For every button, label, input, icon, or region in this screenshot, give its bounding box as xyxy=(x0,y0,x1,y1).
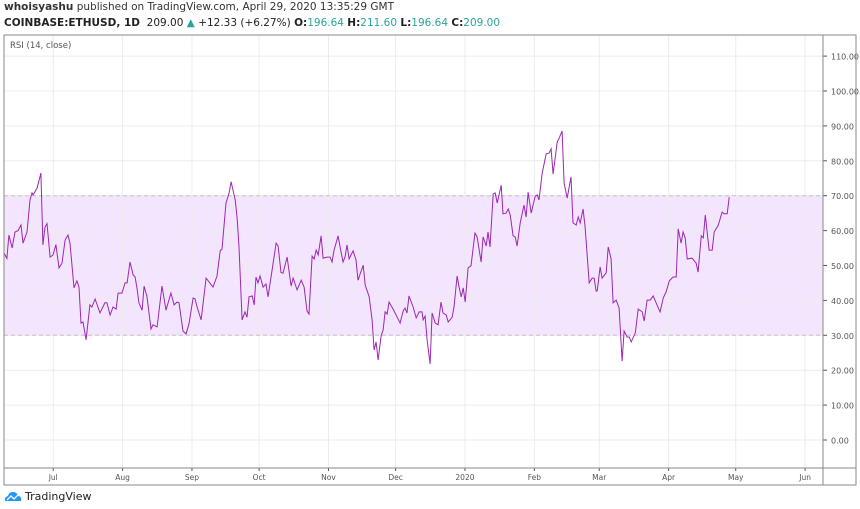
rsi-line xyxy=(3,130,730,364)
x-tick-label-jun: Jun xyxy=(798,473,811,482)
up-arrow-icon: ▲ xyxy=(186,17,195,29)
symbol-name: COINBASE:ETHUSD, 1D xyxy=(4,17,140,29)
y-tick-label: 10.00 xyxy=(831,402,854,411)
x-tick-label-oct: Oct xyxy=(253,473,266,482)
y-tick-label: 30.00 xyxy=(831,332,854,341)
x-tick-label-jul: Jul xyxy=(48,473,58,482)
symbol-legend: COINBASE:ETHUSD, 1D 209.00 ▲ +12.33 (+6.… xyxy=(4,17,500,29)
low-value: 196.64 xyxy=(411,17,449,29)
x-tick-label-mar: Mar xyxy=(592,473,607,482)
y-tick-label: 40.00 xyxy=(831,297,854,306)
y-tick-label: 0.00 xyxy=(831,437,849,446)
cloud-logo-icon xyxy=(4,492,22,501)
author-name[interactable]: whoisyashu xyxy=(4,1,74,13)
brand-name: TradingView xyxy=(25,490,92,503)
x-tick-label-dec: Dec xyxy=(388,473,403,482)
close-label: C: xyxy=(451,17,464,29)
y-tick-label: 110.00 xyxy=(831,53,859,62)
open-value: 196.64 xyxy=(307,17,344,29)
y-tick-label: 90.00 xyxy=(831,122,854,131)
y-tick-label: 70.00 xyxy=(831,192,854,201)
price-change: +12.33 (+6.27%) xyxy=(198,17,291,29)
open-label: O: xyxy=(294,17,308,29)
chart-frame xyxy=(3,34,857,486)
publish-info: whoisyashu published on TradingView.com,… xyxy=(4,1,394,13)
x-tick-label-may: May xyxy=(728,473,744,482)
low-label: L: xyxy=(400,17,412,29)
y-tick-label: 50.00 xyxy=(831,262,854,271)
tradingview-logo[interactable]: TradingView xyxy=(4,490,91,503)
y-tick-label: 60.00 xyxy=(831,227,854,236)
last-price: 209.00 xyxy=(146,17,184,29)
indicator-title: RSI (14, close) xyxy=(10,41,71,51)
x-tick-label-feb: Feb xyxy=(528,473,542,482)
close-value: 209.00 xyxy=(463,17,501,29)
high-value: 211.60 xyxy=(360,17,398,29)
x-tick-label-aug: Aug xyxy=(115,473,130,482)
x-tick-label-2020: 2020 xyxy=(455,473,474,482)
y-tick-label: 20.00 xyxy=(831,367,854,376)
x-tick-label-apr: Apr xyxy=(662,473,676,482)
y-tick-label: 80.00 xyxy=(831,157,854,166)
high-label: H: xyxy=(347,17,361,29)
y-tick-label: 100.00 xyxy=(831,88,859,97)
x-tick-label-nov: Nov xyxy=(321,473,336,482)
published-text: published on TradingView.com, April 29, … xyxy=(76,1,394,13)
x-tick-label-sep: Sep xyxy=(185,473,199,482)
